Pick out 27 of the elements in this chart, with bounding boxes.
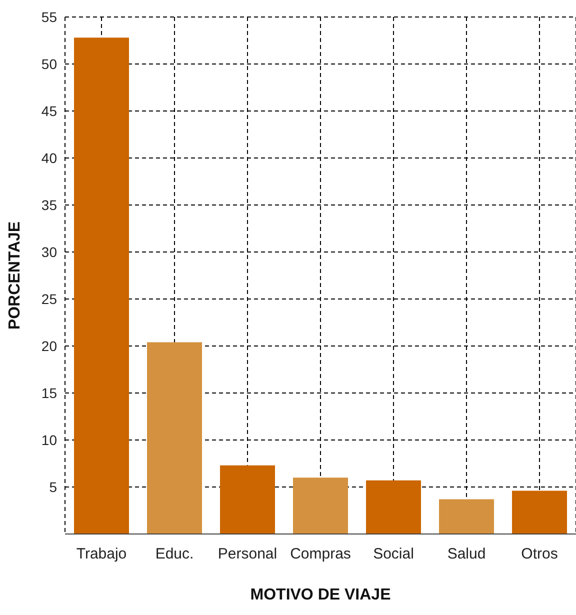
x-tick-label: Educ. (155, 546, 194, 563)
y-tick-label: 40 (41, 150, 58, 166)
x-axis-title: MOTIVO DE VIAJE (250, 586, 392, 604)
x-tick-label: Compras (290, 546, 351, 563)
x-tick-label: Salud (447, 546, 486, 563)
bar (439, 499, 494, 534)
y-tick-label: 25 (41, 290, 58, 307)
x-tick-label: Otros (521, 546, 558, 563)
bar (74, 38, 129, 534)
bar (147, 342, 202, 534)
x-tick-label: Trabajo (76, 546, 127, 563)
bar (220, 465, 275, 534)
y-tick-label: 30 (41, 244, 58, 260)
y-tick-label: 50 (41, 56, 58, 72)
x-tick-label: Social (373, 546, 414, 563)
bar (366, 480, 421, 534)
bar (293, 478, 348, 534)
y-axis-title: PORCENTAJE (6, 221, 24, 330)
x-tick-label: Personal (218, 546, 278, 563)
y-tick-label: 15 (41, 384, 58, 401)
y-tick-label: 35 (41, 196, 58, 213)
bar (512, 490, 567, 534)
y-tick-label: 55 (41, 8, 58, 25)
y-tick-label: 20 (41, 338, 58, 354)
y-tick-label: 45 (41, 102, 58, 119)
y-tick-label: 10 (41, 432, 58, 448)
y-tick-label: 5 (49, 478, 58, 495)
